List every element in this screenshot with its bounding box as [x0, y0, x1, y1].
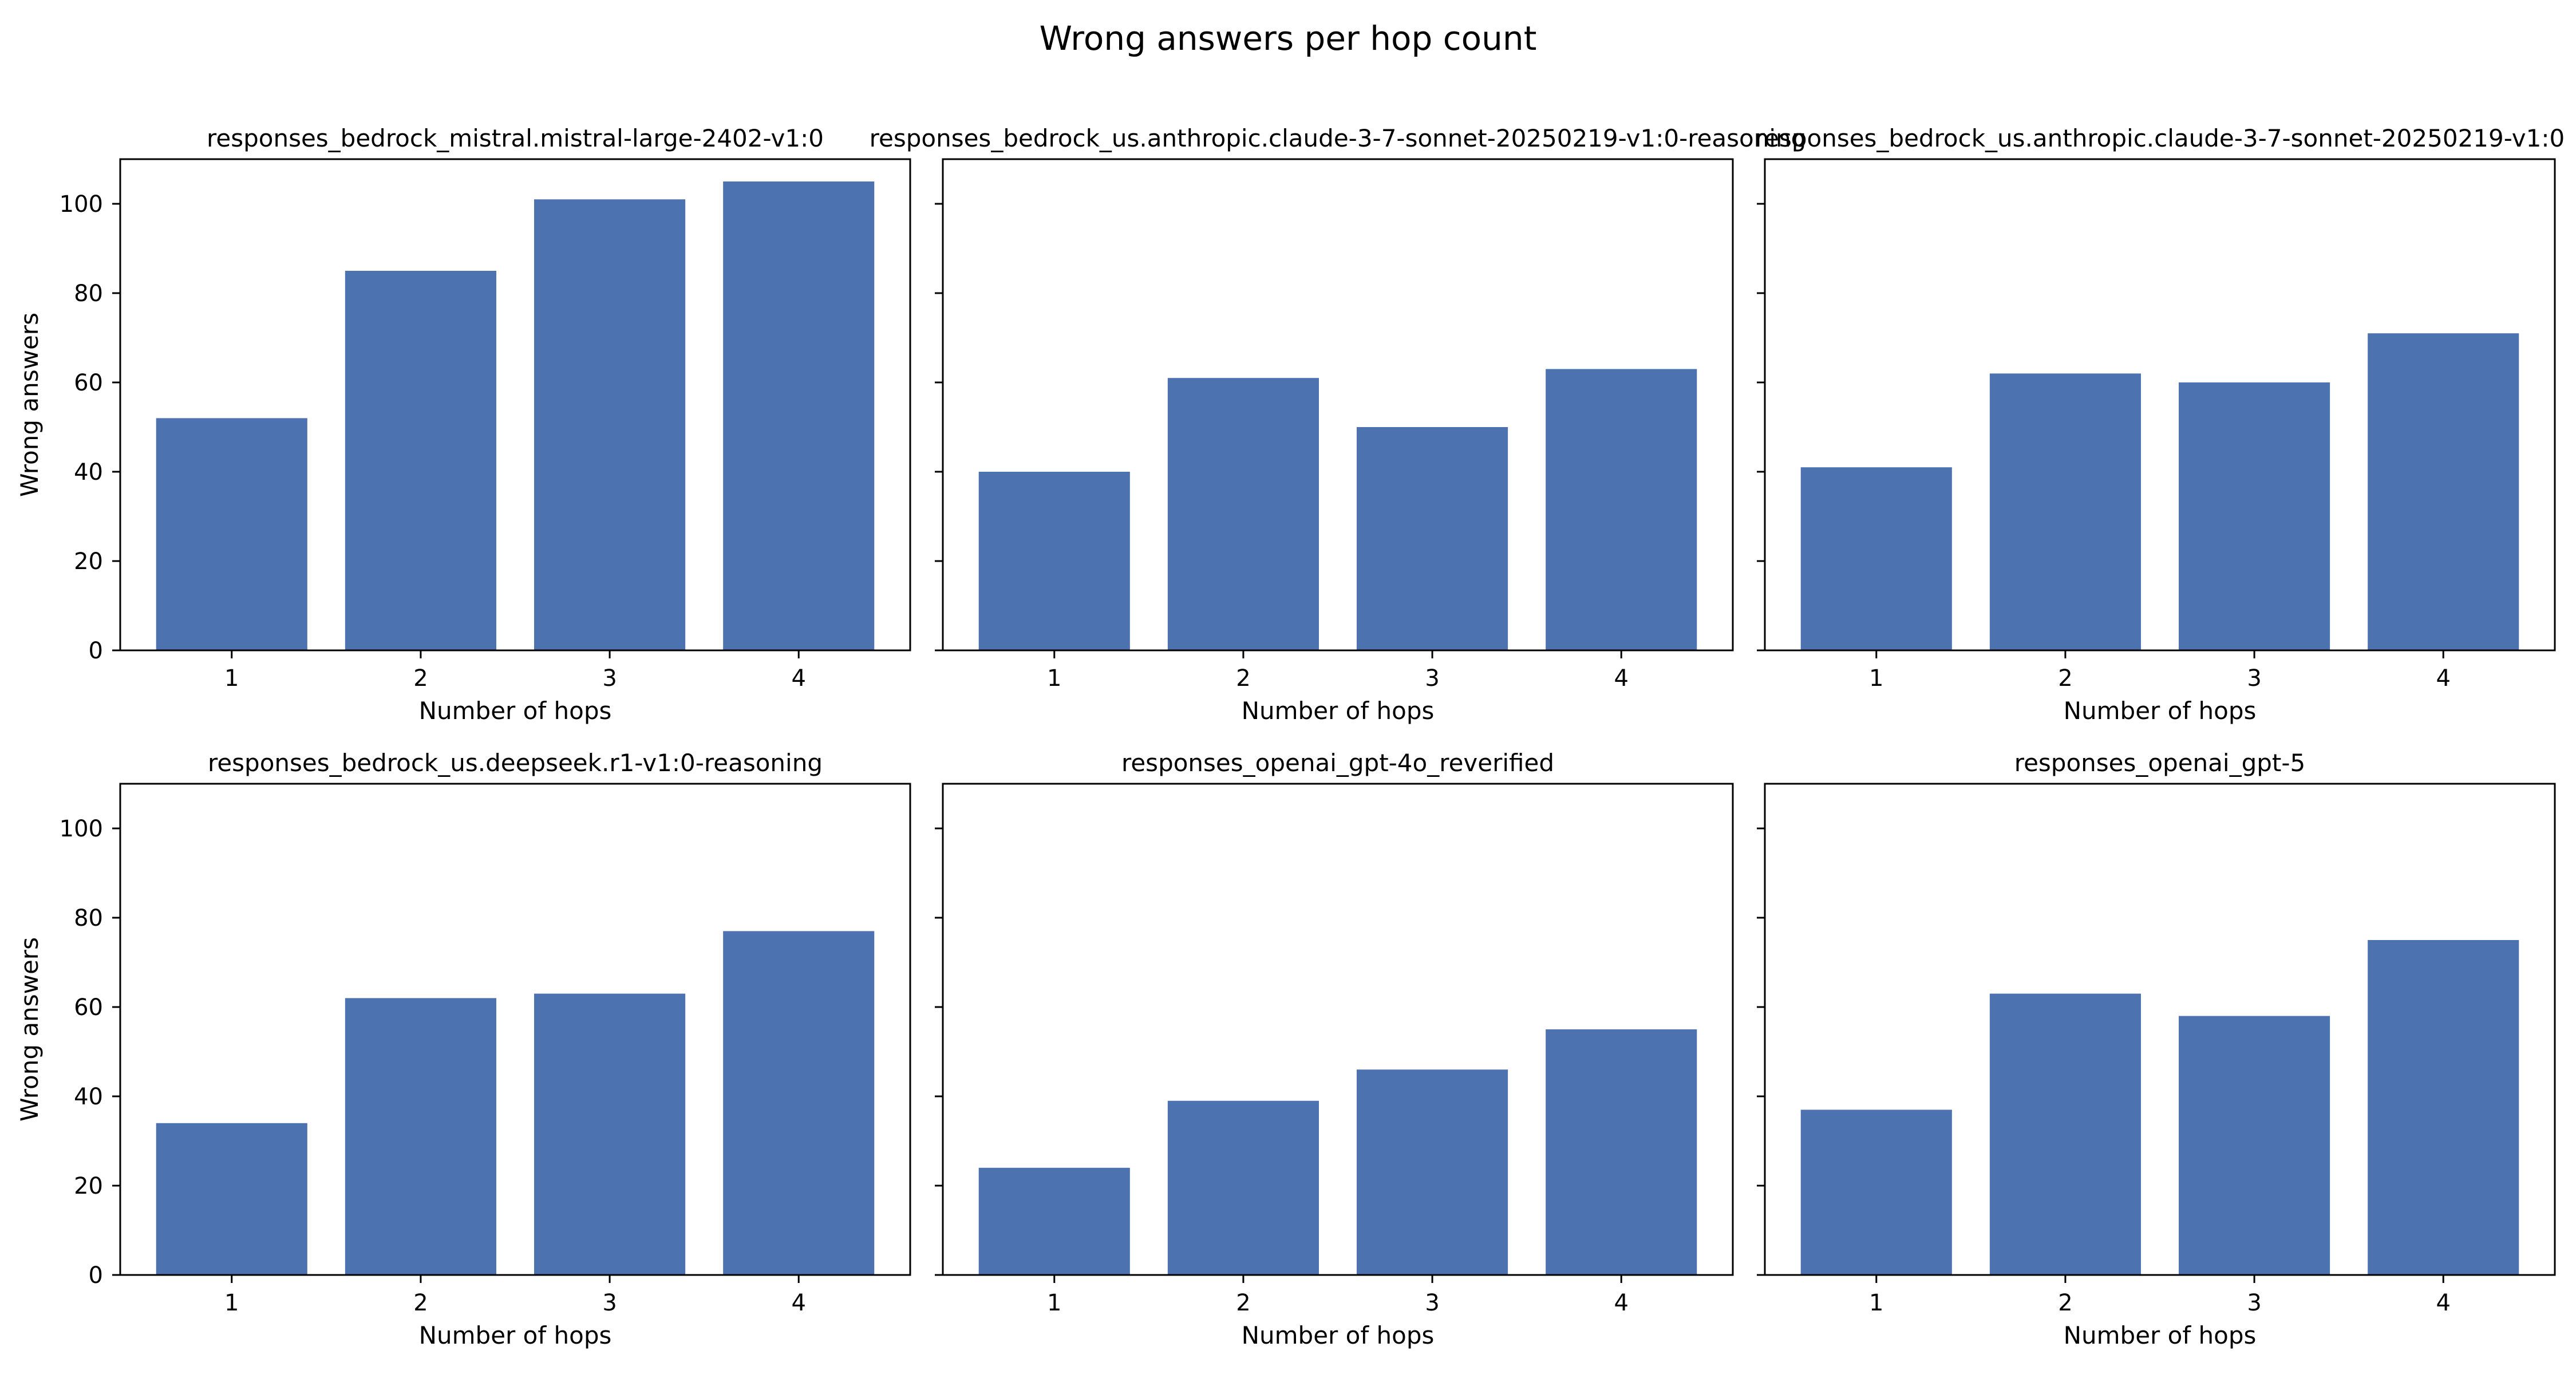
- x-axis-label: Number of hops: [2064, 697, 2257, 725]
- bar-hop-1: [1800, 1110, 1952, 1275]
- x-tick-label: 1: [1869, 1290, 1883, 1316]
- y-tick-label: 40: [74, 1084, 103, 1110]
- axes-frame: [942, 158, 1734, 652]
- axes-frame: [1764, 158, 2556, 652]
- x-tick-label: 3: [2247, 665, 2261, 692]
- x-tick-label: 2: [413, 1290, 428, 1316]
- bar-hop-3: [2179, 382, 2330, 650]
- x-axis-label: Number of hops: [1242, 1321, 1435, 1349]
- subplot-title: responses_bedrock_mistral.mistral-large-…: [207, 124, 824, 152]
- bar-hop-4: [723, 181, 875, 650]
- subplot-1: responses_bedrock_mistral.mistral-large-…: [15, 124, 911, 725]
- y-tick-label: 0: [89, 638, 103, 664]
- x-tick-label: 1: [224, 665, 239, 692]
- y-tick-label: 0: [89, 1262, 103, 1289]
- x-tick-label: 4: [1614, 1290, 1628, 1316]
- figure-title: Wrong answers per hop count: [1040, 19, 1537, 58]
- bar-hop-3: [2179, 1016, 2330, 1275]
- x-tick-label: 2: [413, 665, 428, 692]
- bar-hop-4: [1546, 369, 1697, 650]
- bar-hop-3: [1357, 427, 1508, 650]
- x-tick-label: 3: [602, 665, 617, 692]
- x-tick-label: 3: [1425, 665, 1439, 692]
- bar-hop-2: [1989, 993, 2141, 1275]
- bar-hop-2: [345, 271, 496, 650]
- x-tick-label: 3: [2247, 1290, 2261, 1316]
- y-tick-label: 80: [74, 905, 103, 931]
- subplot-5: responses_openai_gpt-4o_reverified 1 2 3 4 Nu…: [935, 749, 1734, 1349]
- bar-hop-2: [1989, 373, 2141, 650]
- axes-frame: [942, 783, 1734, 1276]
- bar-hop-2: [345, 998, 496, 1275]
- subplot-title: responses_bedrock_us.deepseek.r1-v1:0-re…: [208, 749, 823, 777]
- bar-hop-1: [1800, 467, 1952, 650]
- subplot-title: responses_bedrock_us.anthropic.claude-3-…: [870, 124, 1807, 152]
- x-axis-label: Number of hops: [1242, 697, 1435, 725]
- x-axis-label: Number of hops: [419, 1321, 612, 1349]
- subplot-grid: responses_bedrock_mistral.mistral-large-…: [15, 124, 2565, 1349]
- subplot-4: responses_bedrock_us.deepseek.r1-v1:0-re…: [15, 749, 911, 1349]
- bar-hop-1: [156, 1123, 307, 1275]
- bar-hop-4: [2368, 940, 2519, 1275]
- bar-hop-4: [2368, 333, 2519, 650]
- x-tick-label: 3: [1425, 1290, 1439, 1316]
- x-tick-label: 3: [602, 1290, 617, 1316]
- bar-hop-4: [1546, 1029, 1697, 1275]
- y-tick-label: 60: [74, 994, 103, 1021]
- bar-hop-3: [534, 199, 686, 650]
- y-tick-label: 100: [60, 191, 103, 218]
- x-tick-label: 4: [2436, 1290, 2450, 1316]
- bar-hop-1: [978, 472, 1130, 650]
- x-tick-label: 1: [224, 1290, 239, 1316]
- y-tick-label: 60: [74, 370, 103, 396]
- x-tick-label: 1: [1869, 665, 1883, 692]
- bar-hop-4: [723, 931, 875, 1275]
- y-axis-label: Wrong answers: [15, 313, 44, 497]
- x-tick-label: 2: [1236, 665, 1250, 692]
- bar-hop-1: [156, 418, 307, 650]
- y-tick-label: 20: [74, 1173, 103, 1199]
- y-tick-label: 80: [74, 281, 103, 307]
- x-axis-label: Number of hops: [2064, 1321, 2257, 1349]
- subplot-3: responses_bedrock_us.anthropic.claude-3-…: [1755, 124, 2565, 725]
- x-tick-label: 4: [791, 1290, 805, 1316]
- axes-frame: [119, 783, 911, 1276]
- subplot-title: responses_bedrock_us.anthropic.claude-3-…: [1755, 124, 2565, 152]
- subplot-title: responses_openai_gpt-4o_reverified: [1121, 749, 1554, 777]
- bar-hop-2: [1167, 378, 1319, 650]
- y-tick-label: 40: [74, 459, 103, 485]
- x-tick-label: 2: [1236, 1290, 1250, 1316]
- x-tick-label: 4: [2436, 665, 2450, 692]
- subplot-6: responses_openai_gpt-5 1 2 3 4 Number of hops: [1757, 749, 2556, 1349]
- x-axis-label: Number of hops: [419, 697, 612, 725]
- x-tick-label: 2: [2058, 1290, 2072, 1316]
- x-tick-label: 4: [791, 665, 805, 692]
- bar-hop-3: [1357, 1069, 1508, 1275]
- axes-frame: [1764, 783, 2556, 1276]
- axes-frame: [119, 158, 911, 652]
- bar-hop-3: [534, 993, 686, 1275]
- x-tick-label: 4: [1614, 665, 1628, 692]
- subplot-2: responses_bedrock_us.anthropic.claude-3-…: [870, 124, 1807, 725]
- y-tick-label: 20: [74, 548, 103, 575]
- bar-hop-1: [978, 1167, 1130, 1275]
- y-tick-label: 100: [60, 816, 103, 842]
- subplot-title: responses_openai_gpt-5: [2014, 749, 2306, 777]
- x-tick-label: 2: [2058, 665, 2072, 692]
- x-tick-label: 1: [1047, 665, 1061, 692]
- bar-hop-2: [1167, 1100, 1319, 1275]
- y-axis-label: Wrong answers: [15, 937, 44, 1122]
- x-tick-label: 1: [1047, 1290, 1061, 1316]
